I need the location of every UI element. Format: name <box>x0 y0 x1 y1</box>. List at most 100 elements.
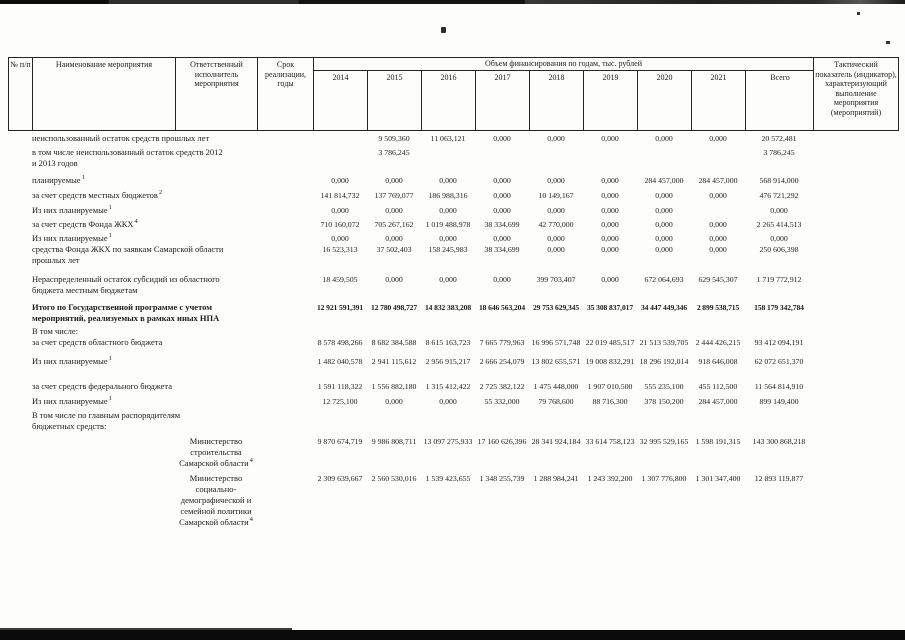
row-label-cell: Из них планируемые1 <box>32 204 257 216</box>
row-label-cell: В том числе: <box>32 326 257 337</box>
row-indicator-cell <box>813 381 897 382</box>
value-cell-2016 <box>421 147 475 148</box>
table-row: Нераспределенный остаток субсидий из обл… <box>8 274 897 296</box>
row-period-cell <box>257 175 313 176</box>
row-label-cell: Итого по Государственной программе с уче… <box>32 302 257 324</box>
value-cell-2014: 12 921 591,391 <box>316 303 364 312</box>
value-cell-2018: 1 475 448,000 <box>533 382 579 391</box>
table-row: планируемые1 0,000 0,000 0,000 0,000 0,000 0,0… <box>8 174 897 186</box>
value-cell-2018: 16 996 571,748 <box>531 338 581 347</box>
value-cell-2015: 137 769,077 <box>374 191 414 200</box>
row-label: за счет средств областного бюджета <box>32 337 163 347</box>
row-label: средства Фонда ЖКХ по заявкам Самарской … <box>32 244 224 265</box>
value-cell-2021 <box>691 147 745 148</box>
value-cell-total: 1 719 772,912 <box>756 275 802 284</box>
scan-artifact <box>886 41 890 44</box>
header-cell-year-2016: 2016 <box>422 71 476 130</box>
value-cell-2016: 1 315 412,422 <box>425 382 471 391</box>
value-cell-2017 <box>475 147 529 148</box>
row-indicator-cell <box>813 147 897 148</box>
value-cell-2014: 710 160,072 <box>320 220 360 229</box>
row-number-cell <box>8 326 32 327</box>
value-cell-2016: 8 615 163,723 <box>425 338 471 347</box>
value-cell-total <box>745 326 813 327</box>
value-cell-total: 62 072 651,370 <box>754 357 804 366</box>
value-cell-2016: 2 956 915,217 <box>425 357 471 366</box>
value-cell-2017: 2 725 382,122 <box>479 382 525 391</box>
row-period-cell <box>257 302 313 303</box>
value-cell-2020: 0,000 <box>655 220 673 229</box>
value-cell-2015: 0,000 <box>385 234 403 243</box>
row-period-cell <box>257 147 313 148</box>
value-cell-2014: 9 870 674,719 <box>317 437 363 446</box>
value-cell-2016 <box>421 410 475 411</box>
table-row: Министерство социально-демографической и… <box>8 473 897 528</box>
table-row: за счет средств местных бюджетов2 141 814… <box>8 189 897 201</box>
row-indicator-cell <box>813 436 897 437</box>
value-cell-2020: 0,000 <box>655 134 673 143</box>
value-cell-2015: 0,000 <box>385 275 403 284</box>
value-cell-2016: 14 832 383,208 <box>424 303 472 312</box>
value-cell-2014: 8 578 498,266 <box>317 338 363 347</box>
value-cell-2017: 0,000 <box>493 234 511 243</box>
value-cell-2018 <box>529 326 583 327</box>
value-cell-2017: 0,000 <box>493 275 511 284</box>
row-number-cell <box>8 356 32 357</box>
value-cell-2021: 0,000 <box>709 245 727 254</box>
value-cell-2016: 13 097 275,933 <box>423 437 473 446</box>
row-label: Итого по Государственной программе с уче… <box>32 302 220 323</box>
value-cell-2021: 455 112,500 <box>698 382 738 391</box>
row-indicator-cell <box>813 473 897 474</box>
value-cell-2021: 629 545,307 <box>698 275 738 284</box>
value-cell-2021 <box>691 410 745 411</box>
value-cell-total: 158 179 342,784 <box>754 303 804 312</box>
executor-name: Министерство строительства Самарской обл… <box>179 436 253 468</box>
table-row: в том числе неиспользованный остаток сре… <box>8 147 897 169</box>
value-cell-2017 <box>475 410 529 411</box>
value-cell-2019: 0,000 <box>601 220 619 229</box>
value-cell-total: 476 721,292 <box>759 191 799 200</box>
header-cell-responsible-executor: Ответственный исполнитель мероприятия <box>176 58 258 130</box>
value-cell-2015 <box>367 410 421 411</box>
value-cell-2016: 1 539 423,655 <box>425 474 471 483</box>
value-cell-2015: 9 509,360 <box>378 134 410 143</box>
row-period-cell <box>257 436 313 437</box>
row-indicator-cell <box>813 410 897 411</box>
header-cell-number: № п/п <box>9 58 33 130</box>
value-cell-2014 <box>313 147 367 148</box>
value-cell-2020: 0,000 <box>655 191 673 200</box>
value-cell-2021: 0,000 <box>709 220 727 229</box>
footnote-marker: 4 <box>134 218 138 226</box>
value-cell-2017: 38 334,699 <box>484 245 520 254</box>
row-label-cell: средства Фонда ЖКХ по заявкам Самарской … <box>32 244 257 266</box>
value-cell-2019: 0,000 <box>601 176 619 185</box>
row-period-cell <box>257 205 313 206</box>
value-cell-2021: 2 899 538,715 <box>696 303 740 312</box>
table-row: В том числе по главным распорядителям бю… <box>8 410 897 432</box>
header-cell-year-2014: 2014 <box>314 71 368 130</box>
row-label-cell: Из них планируемые1 <box>32 232 257 244</box>
value-cell-2018: 1 288 984,241 <box>533 474 579 483</box>
value-cell-2019 <box>583 147 637 148</box>
value-cell-total: 250 606,398 <box>759 245 799 254</box>
value-cell-2017: 55 332,000 <box>484 397 520 406</box>
value-cell-2016: 158 245,983 <box>428 245 468 254</box>
footnote-marker: 1 <box>108 395 112 403</box>
value-cell-2015: 8 682 384,588 <box>371 338 417 347</box>
value-cell-2020: 0,000 <box>655 206 673 215</box>
value-cell-2019: 0,000 <box>601 191 619 200</box>
row-indicator-cell <box>813 133 897 134</box>
table-row: В том числе: <box>8 326 897 337</box>
value-cell-2020 <box>637 410 691 411</box>
header-years-row: 2014 2015 2016 2017 2018 2019 2020 2021 … <box>314 71 813 130</box>
value-cell-2017: 0,000 <box>493 134 511 143</box>
row-period-cell <box>257 326 313 327</box>
value-cell-2019: 1 243 392,200 <box>587 474 633 483</box>
value-cell-2018: 13 802 655,571 <box>531 357 581 366</box>
value-cell-2018: 29 753 629,345 <box>532 303 580 312</box>
value-cell-2021: 1 301 347,400 <box>695 474 741 483</box>
table-row: Из них планируемые1 0,000 0,000 0,000 0,000 0… <box>8 232 897 244</box>
row-period-cell <box>257 473 313 474</box>
value-cell-2021 <box>691 326 745 327</box>
row-label-cell: Нераспределенный остаток субсидий из обл… <box>32 274 257 296</box>
